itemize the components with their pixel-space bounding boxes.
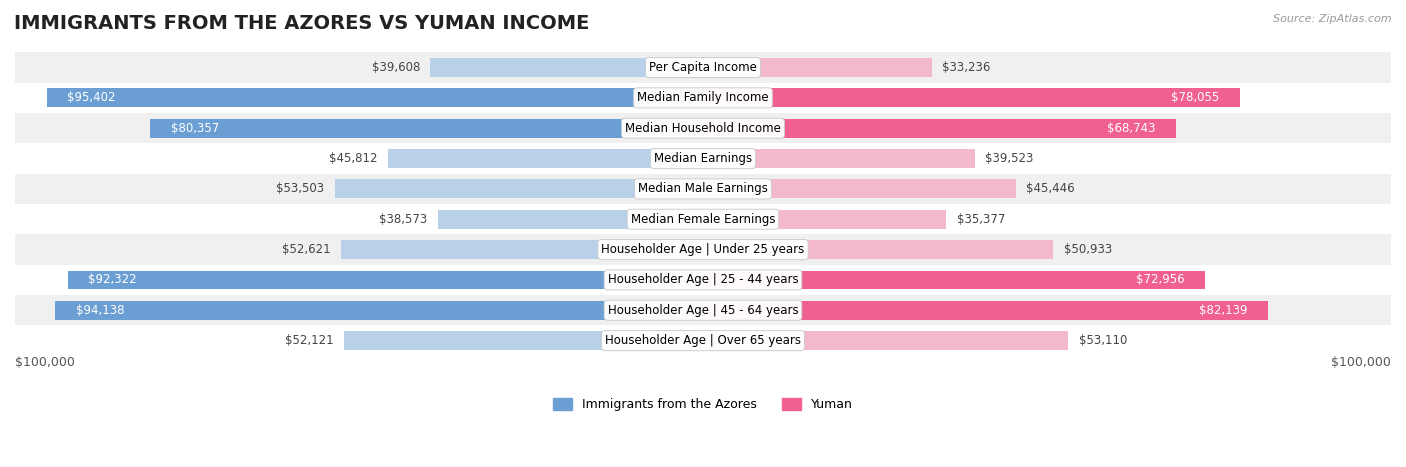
Bar xyxy=(703,240,1053,259)
Bar xyxy=(703,88,1240,107)
Bar xyxy=(437,210,703,229)
Text: Median Family Income: Median Family Income xyxy=(637,92,769,105)
Text: Householder Age | Over 65 years: Householder Age | Over 65 years xyxy=(605,334,801,347)
Text: $33,236: $33,236 xyxy=(942,61,990,74)
Bar xyxy=(15,295,1391,325)
Bar xyxy=(15,325,1391,356)
Text: $82,139: $82,139 xyxy=(1199,304,1247,317)
Text: $72,956: $72,956 xyxy=(1136,274,1184,286)
Bar xyxy=(55,301,703,320)
Text: $39,523: $39,523 xyxy=(986,152,1033,165)
Bar xyxy=(67,270,703,290)
Text: $92,322: $92,322 xyxy=(89,274,138,286)
Bar xyxy=(15,174,1391,204)
Text: Householder Age | 45 - 64 years: Householder Age | 45 - 64 years xyxy=(607,304,799,317)
Text: Median Female Earnings: Median Female Earnings xyxy=(631,213,775,226)
Text: $38,573: $38,573 xyxy=(380,213,427,226)
Text: Source: ZipAtlas.com: Source: ZipAtlas.com xyxy=(1274,14,1392,24)
Text: $95,402: $95,402 xyxy=(67,92,115,105)
Text: Median Male Earnings: Median Male Earnings xyxy=(638,183,768,195)
Bar xyxy=(15,83,1391,113)
Bar xyxy=(150,119,703,138)
Bar xyxy=(703,149,974,168)
Text: Median Household Income: Median Household Income xyxy=(626,122,780,134)
Text: $39,608: $39,608 xyxy=(371,61,420,74)
Text: Median Earnings: Median Earnings xyxy=(654,152,752,165)
Bar xyxy=(703,58,932,77)
Text: $100,000: $100,000 xyxy=(1331,356,1391,369)
Bar xyxy=(703,270,1205,290)
Text: $53,503: $53,503 xyxy=(277,183,325,195)
Bar xyxy=(703,179,1015,198)
Text: Per Capita Income: Per Capita Income xyxy=(650,61,756,74)
Bar xyxy=(15,204,1391,234)
Text: Householder Age | Under 25 years: Householder Age | Under 25 years xyxy=(602,243,804,256)
Legend: Immigrants from the Azores, Yuman: Immigrants from the Azores, Yuman xyxy=(548,393,858,416)
Bar xyxy=(344,331,703,350)
Bar xyxy=(15,143,1391,174)
Text: $52,121: $52,121 xyxy=(285,334,335,347)
Bar xyxy=(335,179,703,198)
Text: $45,812: $45,812 xyxy=(329,152,377,165)
Text: $94,138: $94,138 xyxy=(76,304,125,317)
Text: $68,743: $68,743 xyxy=(1107,122,1156,134)
Text: $80,357: $80,357 xyxy=(170,122,219,134)
Text: $52,621: $52,621 xyxy=(283,243,330,256)
Bar xyxy=(703,119,1175,138)
Text: $50,933: $50,933 xyxy=(1064,243,1112,256)
Bar xyxy=(430,58,703,77)
Text: $35,377: $35,377 xyxy=(956,213,1005,226)
Text: Householder Age | 25 - 44 years: Householder Age | 25 - 44 years xyxy=(607,274,799,286)
Bar xyxy=(342,240,703,259)
Text: $45,446: $45,446 xyxy=(1026,183,1074,195)
Text: $53,110: $53,110 xyxy=(1078,334,1128,347)
Bar xyxy=(15,234,1391,265)
Text: IMMIGRANTS FROM THE AZORES VS YUMAN INCOME: IMMIGRANTS FROM THE AZORES VS YUMAN INCO… xyxy=(14,14,589,33)
Bar xyxy=(15,52,1391,83)
Bar xyxy=(703,331,1069,350)
Bar xyxy=(15,265,1391,295)
Bar xyxy=(703,301,1268,320)
Bar xyxy=(388,149,703,168)
Bar xyxy=(15,113,1391,143)
Text: $78,055: $78,055 xyxy=(1171,92,1219,105)
Bar xyxy=(46,88,703,107)
Text: $100,000: $100,000 xyxy=(15,356,75,369)
Bar xyxy=(703,210,946,229)
